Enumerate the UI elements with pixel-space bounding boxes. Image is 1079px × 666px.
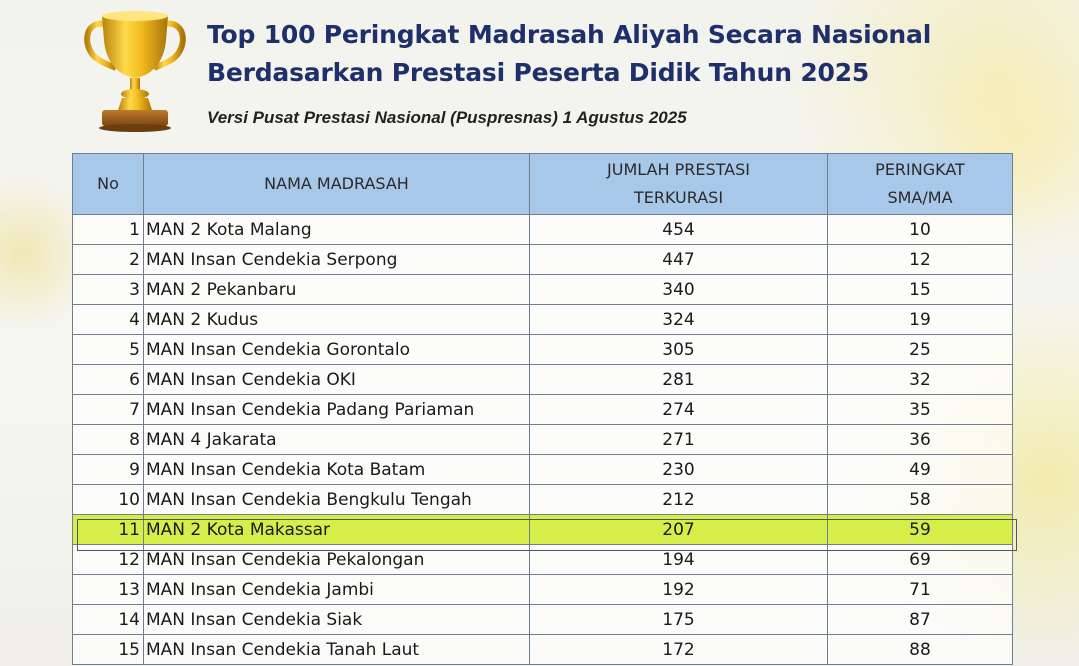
row-no: 1 [72, 214, 144, 245]
table-row: 10 MAN Insan Cendekia Bengkulu Tengah 212 5… [72, 484, 1013, 515]
row-name: MAN Insan Cendekia OKI [143, 364, 530, 395]
row-name: MAN Insan Cendekia Padang Pariaman [143, 394, 530, 425]
page-title: Top 100 Peringkat Madrasah Aliyah Secara… [207, 16, 931, 92]
row-count: 324 [529, 304, 828, 335]
row-name: MAN 4 Jakarata [143, 424, 530, 455]
row-count: 175 [529, 604, 828, 635]
row-count: 172 [529, 634, 828, 665]
title-line-2: Berdasarkan Prestasi Peserta Didik Tahun… [207, 58, 870, 87]
row-rank: 10 [827, 214, 1013, 245]
row-no: 14 [72, 604, 144, 635]
row-name: MAN 2 Kota Makassar [143, 514, 530, 545]
table-row: 9 MAN Insan Cendekia Kota Batam 230 49 [72, 454, 1013, 485]
header-count-line-2: TERKURASI [633, 188, 724, 207]
row-rank: 88 [827, 634, 1013, 665]
row-no: 13 [72, 574, 144, 605]
row-no: 2 [72, 244, 144, 275]
row-name: MAN Insan Cendekia Siak [143, 604, 530, 635]
row-count: 447 [529, 244, 828, 275]
row-name: MAN Insan Cendekia Jambi [143, 574, 530, 605]
row-rank: 36 [827, 424, 1013, 455]
row-no: 10 [72, 484, 144, 515]
table-row: 13 MAN Insan Cendekia Jambi 192 71 [72, 574, 1013, 605]
table-row: 8 MAN 4 Jakarata 271 36 [72, 424, 1013, 455]
row-name: MAN Insan Cendekia Kota Batam [143, 454, 530, 485]
row-count: 271 [529, 424, 828, 455]
row-count: 274 [529, 394, 828, 425]
row-rank: 71 [827, 574, 1013, 605]
row-count: 207 [529, 514, 828, 545]
table-row: 7 MAN Insan Cendekia Padang Pariaman 274 35 [72, 394, 1013, 425]
row-name: MAN Insan Cendekia Bengkulu Tengah [143, 484, 530, 515]
row-count: 194 [529, 544, 828, 575]
trophy-icon [84, 11, 186, 132]
header-count: JUMLAH PRESTASI TERKURASI [529, 153, 828, 215]
table-row: 3 MAN 2 Pekanbaru 340 15 [72, 274, 1013, 305]
row-name: MAN Insan Cendekia Tanah Laut [143, 634, 530, 665]
row-count: 230 [529, 454, 828, 485]
row-rank: 12 [827, 244, 1013, 275]
table-body: 1 MAN 2 Kota Malang 454 10 2 MAN Insan Cende… [72, 214, 1013, 665]
row-name: MAN 2 Pekanbaru [143, 274, 530, 305]
table-row: 1 MAN 2 Kota Malang 454 10 [72, 214, 1013, 245]
row-no: 4 [72, 304, 144, 335]
table-row: 15 MAN Insan Cendekia Tanah Laut 172 88 [72, 634, 1013, 665]
header-rank-line-2: SMA/MA [887, 188, 953, 207]
row-no: 9 [72, 454, 144, 485]
row-count: 454 [529, 214, 828, 245]
row-rank: 69 [827, 544, 1013, 575]
table-row-highlighted: 11 MAN 2 Kota Makassar 207 59 [72, 514, 1013, 545]
header-no: No [72, 153, 144, 215]
row-rank: 25 [827, 334, 1013, 365]
table-row: 14 MAN Insan Cendekia Siak 175 87 [72, 604, 1013, 635]
header-rank: PERINGKAT SMA/MA [827, 153, 1013, 215]
row-rank: 32 [827, 364, 1013, 395]
header-rank-line-1: PERINGKAT [875, 160, 965, 179]
row-count: 212 [529, 484, 828, 515]
row-rank: 35 [827, 394, 1013, 425]
row-rank: 58 [827, 484, 1013, 515]
row-count: 192 [529, 574, 828, 605]
table-row: 5 MAN Insan Cendekia Gorontalo 305 25 [72, 334, 1013, 365]
row-rank: 49 [827, 454, 1013, 485]
row-name: MAN 2 Kudus [143, 304, 530, 335]
row-name: MAN 2 Kota Malang [143, 214, 530, 245]
row-count: 340 [529, 274, 828, 305]
row-name: MAN Insan Cendekia Gorontalo [143, 334, 530, 365]
row-rank: 19 [827, 304, 1013, 335]
row-no: 6 [72, 364, 144, 395]
subtitle: Versi Pusat Prestasi Nasional (Puspresna… [207, 108, 687, 127]
row-count: 281 [529, 364, 828, 395]
row-no: 8 [72, 424, 144, 455]
row-rank: 59 [827, 514, 1013, 545]
row-no: 5 [72, 334, 144, 365]
row-no: 12 [72, 544, 144, 575]
table-row: 12 MAN Insan Cendekia Pekalongan 194 69 [72, 544, 1013, 575]
row-no: 11 [72, 514, 144, 545]
table-row: 6 MAN Insan Cendekia OKI 281 32 [72, 364, 1013, 395]
row-no: 7 [72, 394, 144, 425]
row-rank: 87 [827, 604, 1013, 635]
table-row: 4 MAN 2 Kudus 324 19 [72, 304, 1013, 335]
table-row: 2 MAN Insan Cendekia Serpong 447 12 [72, 244, 1013, 275]
row-name: MAN Insan Cendekia Serpong [143, 244, 530, 275]
row-name: MAN Insan Cendekia Pekalongan [143, 544, 530, 575]
row-count: 305 [529, 334, 828, 365]
row-rank: 15 [827, 274, 1013, 305]
header-count-line-1: JUMLAH PRESTASI [607, 160, 750, 179]
ranking-table: No NAMA MADRASAH JUMLAH PRESTASI TERKURA… [72, 153, 1013, 665]
row-no: 15 [72, 634, 144, 665]
title-line-1: Top 100 Peringkat Madrasah Aliyah Secara… [207, 20, 932, 49]
table-header-row: No NAMA MADRASAH JUMLAH PRESTASI TERKURA… [72, 153, 1013, 215]
header-name: NAMA MADRASAH [143, 153, 530, 215]
row-no: 3 [72, 274, 144, 305]
